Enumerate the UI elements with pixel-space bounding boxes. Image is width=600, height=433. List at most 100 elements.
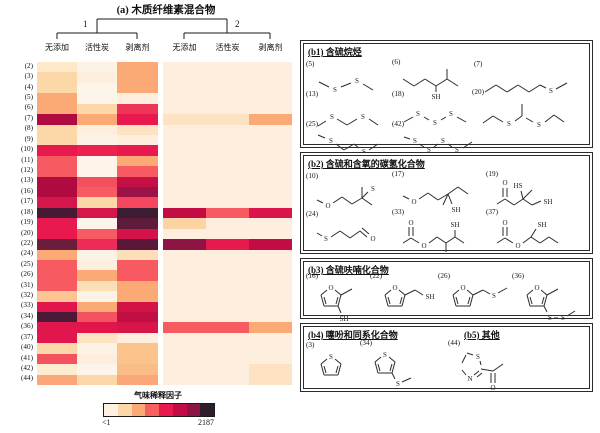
heatmap-cell bbox=[249, 134, 292, 146]
row-label: (33) bbox=[21, 301, 33, 310]
heatmap-cell bbox=[77, 187, 117, 198]
legend-color-segment bbox=[159, 404, 173, 416]
heatmap-cell bbox=[117, 301, 158, 313]
row-label: (36) bbox=[21, 322, 33, 331]
structure-drawing: O SH bbox=[320, 284, 353, 323]
legend-title: 气味稀释因子 bbox=[134, 391, 182, 400]
heatmap-cell bbox=[206, 353, 249, 365]
heatmap-cell bbox=[206, 93, 249, 104]
heatmap-cell bbox=[206, 62, 249, 73]
row-label: (4) bbox=[24, 82, 33, 91]
atom-label: S bbox=[361, 113, 365, 121]
heatmap-cell bbox=[117, 166, 158, 177]
row-label: (7) bbox=[24, 113, 33, 122]
column-header: 无添加 bbox=[172, 43, 197, 52]
column-header: 活性炭 bbox=[215, 43, 240, 52]
heatmap-cell bbox=[249, 353, 292, 365]
atom-label: S bbox=[330, 113, 334, 121]
atom-label: S bbox=[441, 137, 445, 145]
row-label: (16) bbox=[21, 186, 33, 195]
heatmap-cell bbox=[77, 249, 117, 261]
heatmap-cell bbox=[37, 312, 77, 323]
heatmap-cell bbox=[117, 114, 158, 125]
heatmap-cell bbox=[77, 124, 117, 136]
heatmap-cell bbox=[37, 353, 77, 365]
heatmap-cell bbox=[206, 322, 249, 334]
heatmap-cell bbox=[37, 280, 77, 292]
heatmap-cell bbox=[37, 145, 77, 157]
compound-number: (34) bbox=[360, 339, 372, 347]
heatmap-cell bbox=[163, 82, 206, 94]
heatmap-cell bbox=[206, 114, 249, 125]
heatmap-cell bbox=[206, 124, 249, 136]
heatmap-cell bbox=[163, 353, 206, 365]
heatmap-cell bbox=[77, 259, 117, 271]
heatmap-cell bbox=[117, 291, 158, 302]
row-label: (25) bbox=[21, 259, 33, 268]
panel-b2-title: (b2) 含硫和含氧的碳氢化合物 bbox=[308, 159, 425, 169]
heatmap-cell bbox=[117, 249, 158, 261]
structure-drawing: OS bbox=[316, 185, 375, 210]
structure-drawing: O HS SH bbox=[496, 179, 552, 206]
heatmap-cell bbox=[249, 259, 292, 271]
heatmap-cell bbox=[163, 62, 206, 73]
atom-label: S bbox=[449, 110, 453, 118]
heatmap-cell bbox=[77, 332, 117, 344]
atom-label: S bbox=[455, 146, 459, 154]
legend-color-segment bbox=[131, 404, 146, 416]
heatmap-cell bbox=[77, 62, 117, 73]
heatmap-cell bbox=[163, 134, 206, 146]
heatmap-cell bbox=[77, 176, 117, 188]
heatmap-cell bbox=[249, 187, 292, 198]
compound-number: (33) bbox=[392, 208, 404, 216]
compound-number: (17) bbox=[392, 170, 404, 178]
atom-label: S bbox=[371, 185, 375, 193]
heatmap-cell bbox=[163, 364, 206, 375]
atom-label: S bbox=[427, 146, 431, 154]
heatmap-cell bbox=[206, 249, 249, 261]
atom-label: SH bbox=[451, 221, 460, 229]
atom-label: O bbox=[421, 242, 426, 250]
heatmap-cell bbox=[37, 207, 77, 219]
group-1-label: 1 bbox=[83, 19, 88, 29]
heatmap-cell bbox=[77, 207, 117, 219]
heatmap-cell bbox=[249, 62, 292, 73]
heatmap-cell bbox=[117, 72, 158, 84]
heatmap-cell bbox=[37, 93, 77, 104]
heatmap-cell bbox=[206, 187, 249, 198]
atom-label: S bbox=[396, 380, 400, 388]
legend-color-segment bbox=[145, 404, 159, 416]
compound-number: (44) bbox=[448, 339, 460, 347]
heatmap-cell bbox=[77, 72, 117, 84]
heatmap-cell bbox=[249, 228, 292, 240]
compound-number: (20) bbox=[472, 88, 484, 96]
heatmap-cell bbox=[249, 374, 292, 386]
heatmap-cell bbox=[117, 343, 158, 355]
heatmap-cell bbox=[37, 114, 77, 125]
heatmap-cell bbox=[163, 374, 206, 386]
heatmap-cell bbox=[117, 124, 158, 136]
atom-label: S bbox=[333, 86, 337, 94]
heatmap-cell bbox=[117, 312, 158, 323]
heatmap-cell bbox=[206, 364, 249, 375]
heatmap-cell bbox=[117, 103, 158, 115]
heatmap-cell bbox=[206, 103, 249, 115]
atom-label: SH bbox=[452, 206, 461, 214]
heatmap-cell bbox=[206, 176, 249, 188]
heatmap-cell bbox=[117, 207, 158, 219]
heatmap-cell bbox=[37, 259, 77, 271]
heatmap-cell bbox=[37, 239, 77, 250]
heatmap-cell bbox=[163, 270, 206, 282]
compound-number: (6) bbox=[392, 58, 401, 66]
heatmap-cell bbox=[163, 176, 206, 188]
heatmap-cell bbox=[163, 155, 206, 167]
heatmap-cell bbox=[77, 312, 117, 323]
heatmap-cell bbox=[77, 166, 117, 177]
heatmap-cell bbox=[206, 207, 249, 219]
heatmap-cell bbox=[77, 93, 117, 104]
heatmap-cell bbox=[163, 239, 206, 250]
structure-drawing: S bbox=[484, 82, 568, 95]
heatmap-cell bbox=[206, 280, 249, 292]
atom-label: S bbox=[507, 120, 511, 128]
